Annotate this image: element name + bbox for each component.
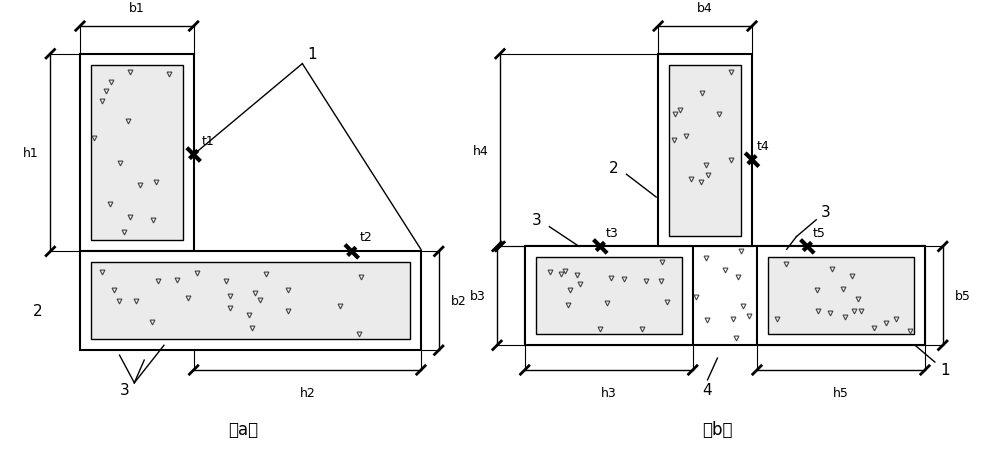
- Bar: [91, 65, 183, 241]
- Bar: [658, 55, 752, 247]
- Text: （b）: （b）: [702, 420, 733, 438]
- Bar: [768, 258, 914, 335]
- Text: 1: 1: [940, 363, 950, 377]
- Text: 1: 1: [307, 47, 317, 62]
- Text: h4: h4: [472, 144, 488, 157]
- Bar: [757, 247, 925, 345]
- Bar: [80, 55, 194, 252]
- Text: 2: 2: [609, 161, 618, 175]
- Bar: [91, 262, 410, 340]
- Bar: [536, 258, 682, 335]
- Text: 3: 3: [821, 205, 831, 220]
- Text: h2: h2: [299, 386, 315, 399]
- Text: h1: h1: [23, 147, 38, 160]
- Text: 4: 4: [703, 382, 712, 397]
- Text: t2: t2: [360, 231, 372, 244]
- Bar: [80, 252, 421, 350]
- Text: t5: t5: [812, 226, 825, 239]
- Text: h3: h3: [601, 386, 617, 399]
- Text: h5: h5: [833, 386, 849, 399]
- Text: （a）: （a）: [228, 420, 258, 438]
- Text: b5: b5: [955, 290, 970, 303]
- Text: b3: b3: [469, 290, 485, 303]
- Text: 3: 3: [120, 382, 129, 397]
- Bar: [525, 247, 693, 345]
- Text: b4: b4: [697, 2, 713, 15]
- Text: t1: t1: [202, 134, 214, 147]
- Text: b2: b2: [451, 295, 466, 308]
- Bar: [669, 65, 741, 236]
- Text: t4: t4: [757, 139, 770, 152]
- Bar: [525, 247, 925, 345]
- Text: 3: 3: [532, 213, 541, 228]
- Text: b1: b1: [129, 2, 145, 15]
- Text: 2: 2: [33, 304, 42, 318]
- Text: t3: t3: [605, 226, 618, 239]
